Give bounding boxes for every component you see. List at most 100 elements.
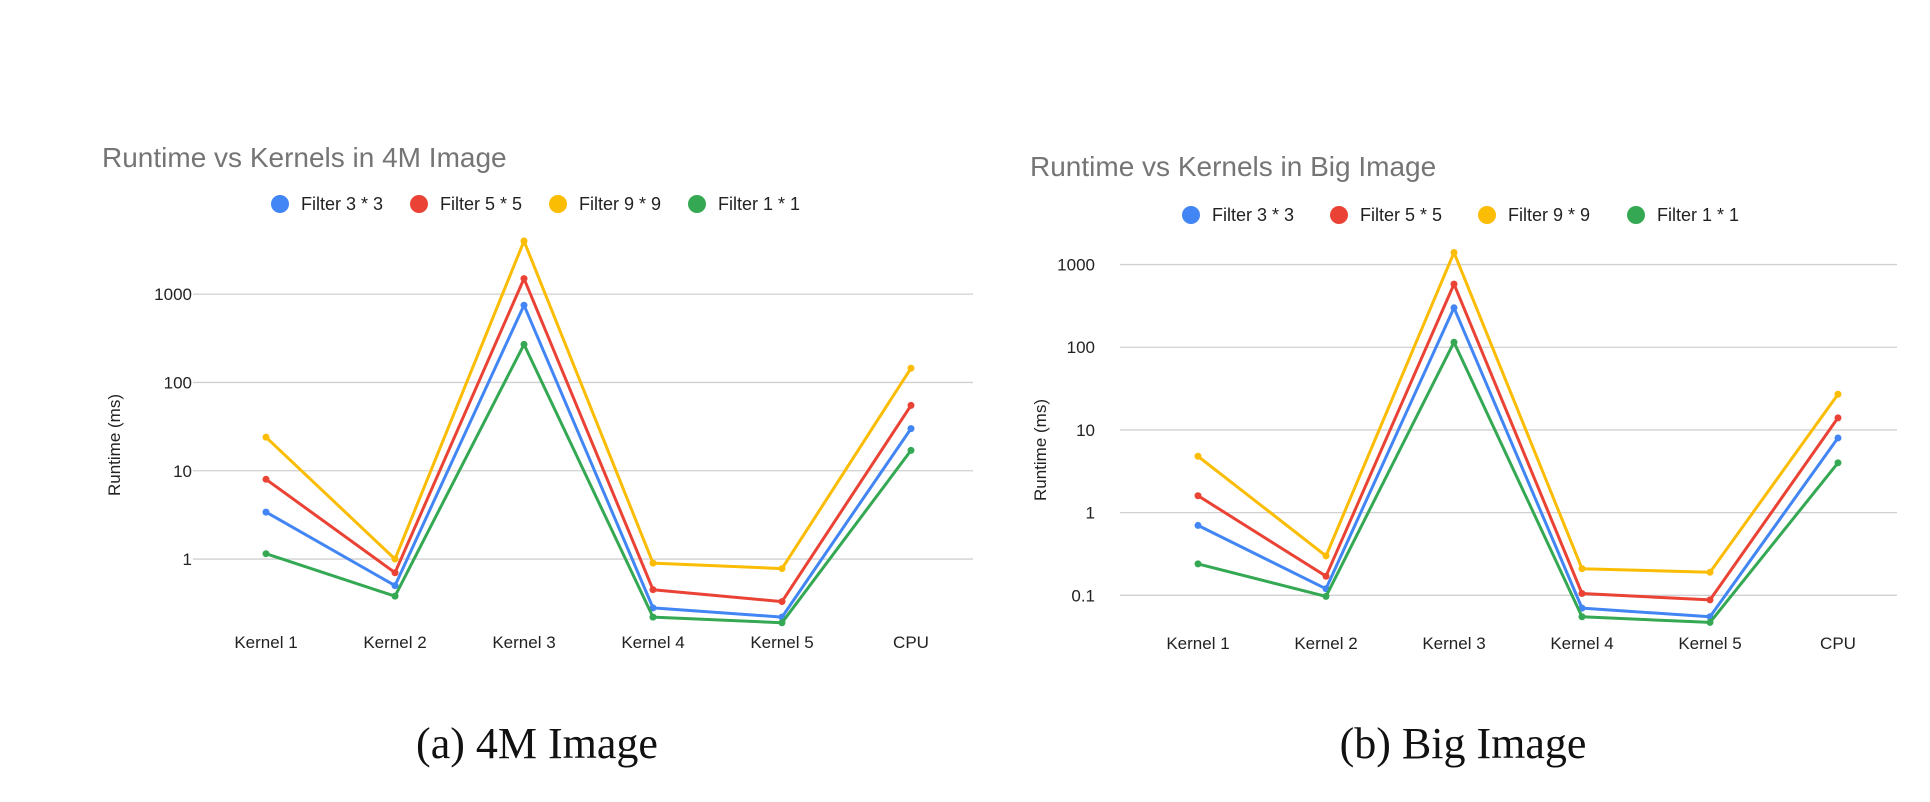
y-tick-label: 1000 <box>154 285 192 304</box>
data-point <box>391 592 399 600</box>
chart-4m-image: Runtime vs Kernels in 4M Image Filter 3 … <box>102 142 973 768</box>
data-point <box>1194 452 1202 460</box>
data-point <box>1450 338 1458 346</box>
data-point <box>1578 565 1586 573</box>
data-point <box>907 401 915 409</box>
data-point <box>778 619 786 627</box>
data-point <box>262 508 270 516</box>
legend-item: Filter 1 * 1 <box>688 194 800 214</box>
data-point <box>1834 459 1842 467</box>
y-axis-ticks: 1 10 100 1000 <box>154 285 192 569</box>
subfigure-caption: (a) 4M Image <box>416 719 658 768</box>
series-line <box>1197 340 1840 624</box>
y-tick-label: 100 <box>1067 338 1095 357</box>
gridlines <box>193 293 973 560</box>
data-point <box>1322 592 1330 600</box>
y-tick-label: 1000 <box>1057 256 1095 275</box>
data-point <box>1834 414 1842 422</box>
series-group <box>1194 248 1842 626</box>
legend-swatch <box>1478 206 1496 224</box>
data-point <box>391 555 399 563</box>
legend: Filter 3 * 3 Filter 5 * 5 Filter 9 * 9 Filt… <box>1182 205 1739 225</box>
data-point <box>1578 613 1586 621</box>
x-tick-label: Kernel 3 <box>1422 634 1485 653</box>
legend-swatch <box>410 195 428 213</box>
legend-item: Filter 1 * 1 <box>1627 205 1739 225</box>
x-tick-label: Kernel 5 <box>750 633 813 652</box>
x-tick-label: Kernel 4 <box>621 633 684 652</box>
data-point <box>1834 434 1842 442</box>
x-tick-label: Kernel 1 <box>1166 634 1229 653</box>
y-tick-label: 100 <box>164 373 192 392</box>
legend-item: Filter 3 * 3 <box>1182 205 1294 225</box>
y-axis-ticks: 0.1 1 10 100 1000 <box>1057 256 1095 606</box>
chart-title: Runtime vs Kernels in 4M Image <box>102 142 507 173</box>
x-tick-label: Kernel 5 <box>1678 634 1741 653</box>
data-point <box>262 550 270 558</box>
legend-item: Filter 9 * 9 <box>1478 205 1590 225</box>
data-point <box>1450 304 1458 312</box>
data-point <box>649 559 657 567</box>
data-point <box>1194 492 1202 500</box>
data-point <box>1706 568 1714 576</box>
legend-label: Filter 5 * 5 <box>440 194 522 214</box>
y-tick-label: 10 <box>1076 421 1095 440</box>
legend-swatch <box>1627 206 1645 224</box>
data-point <box>1194 521 1202 529</box>
data-point <box>1834 390 1842 398</box>
y-tick-label: 1 <box>183 550 192 569</box>
series-line <box>1197 282 1840 602</box>
data-point <box>778 565 786 573</box>
data-point <box>1706 618 1714 626</box>
legend-swatch <box>271 195 289 213</box>
y-tick-label: 1 <box>1086 504 1095 523</box>
data-point <box>1706 596 1714 604</box>
x-tick-label: Kernel 3 <box>492 633 555 652</box>
data-point <box>391 582 399 590</box>
data-point <box>907 425 915 433</box>
x-tick-label: CPU <box>893 633 929 652</box>
data-point <box>262 433 270 441</box>
series-line <box>265 277 913 604</box>
data-point <box>1322 552 1330 560</box>
data-point <box>649 604 657 612</box>
legend-label: Filter 3 * 3 <box>301 194 383 214</box>
x-tick-label: Kernel 4 <box>1550 634 1613 653</box>
data-point <box>391 569 399 577</box>
x-axis-ticks: Kernel 1 Kernel 2 Kernel 3 Kernel 4 Kernel 5… <box>234 633 929 652</box>
data-point <box>520 237 528 245</box>
legend-label: Filter 1 * 1 <box>1657 205 1739 225</box>
data-point <box>520 340 528 348</box>
data-point <box>1194 560 1202 568</box>
x-tick-label: CPU <box>1820 634 1856 653</box>
legend-label: Filter 9 * 9 <box>579 194 661 214</box>
legend-label: Filter 9 * 9 <box>1508 205 1590 225</box>
gridlines <box>1120 263 1897 596</box>
series-line <box>265 342 913 625</box>
data-point <box>778 598 786 606</box>
legend-swatch <box>1182 206 1200 224</box>
x-tick-label: Kernel 2 <box>363 633 426 652</box>
x-tick-label: Kernel 2 <box>1294 634 1357 653</box>
data-point <box>520 301 528 309</box>
legend-swatch <box>688 195 706 213</box>
y-tick-label: 0.1 <box>1071 586 1095 605</box>
subfigure-caption: (b) Big Image <box>1340 719 1587 768</box>
data-point <box>907 446 915 454</box>
series-line <box>1197 251 1840 574</box>
legend-item: Filter 5 * 5 <box>1330 205 1442 225</box>
chart-big-image: Runtime vs Kernels in Big Image Filter 3… <box>1030 151 1897 768</box>
data-point <box>520 275 528 283</box>
data-point <box>649 613 657 621</box>
legend-item: Filter 5 * 5 <box>410 194 522 214</box>
y-tick-label: 10 <box>173 462 192 481</box>
series-line <box>264 239 913 571</box>
series-line <box>1197 306 1840 619</box>
data-point <box>1322 572 1330 580</box>
x-axis-ticks: Kernel 1 Kernel 2 Kernel 3 Kernel 4 Kernel 5… <box>1166 634 1856 653</box>
legend-item: Filter 9 * 9 <box>549 194 661 214</box>
legend-swatch <box>1330 206 1348 224</box>
legend: Filter 3 * 3 Filter 5 * 5 Filter 9 * 9 Filt… <box>271 194 800 214</box>
legend-label: Filter 3 * 3 <box>1212 205 1294 225</box>
